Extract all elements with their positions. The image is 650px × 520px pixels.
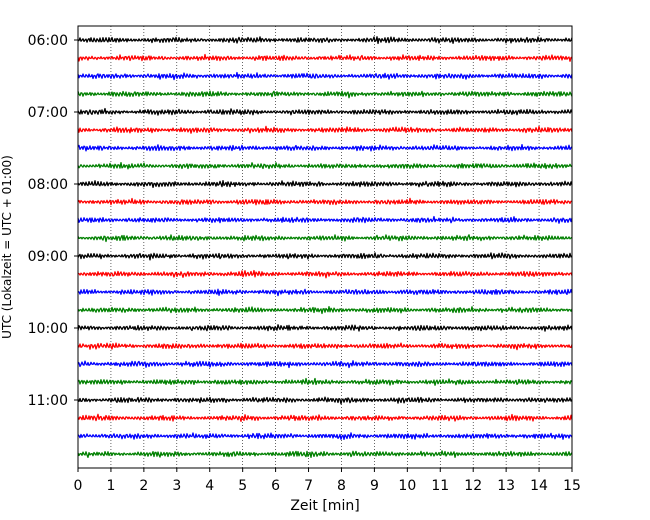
x-tick-label: 9 <box>370 478 379 494</box>
trace-line <box>77 450 573 459</box>
trace-line <box>77 90 573 99</box>
x-tick-label: 2 <box>139 478 148 494</box>
trace-line <box>77 215 573 224</box>
trace-line <box>77 53 573 62</box>
x-tick-label: 6 <box>271 478 280 494</box>
trace-line <box>77 288 573 297</box>
plot-frame <box>77 25 573 469</box>
trace-line <box>77 144 573 152</box>
trace-line <box>77 269 573 279</box>
x-tick-label: 14 <box>530 478 548 494</box>
x-tick-label: 8 <box>337 478 346 494</box>
x-tick-label: 12 <box>464 478 482 494</box>
trace-line <box>77 161 573 170</box>
y-axis-label: UTC (Lokalzeit = UTC + 01:00) <box>0 155 14 339</box>
x-tick-label: 7 <box>304 478 313 494</box>
x-tick-label: 5 <box>238 478 247 494</box>
x-tick-label: 15 <box>563 478 581 494</box>
y-tick-label: 07:00 <box>28 105 68 121</box>
y-axis-ticks: 06:00 07:00 08:00 09:00 10:00 11:00 <box>28 33 78 409</box>
trace-line <box>77 36 573 45</box>
x-axis-label: Zeit [min] <box>290 498 359 514</box>
y-tick-label: 09:00 <box>28 249 68 265</box>
trace-line <box>77 125 573 134</box>
x-tick-label: 13 <box>497 478 515 494</box>
y-tick-label: 10:00 <box>28 321 68 337</box>
trace-line <box>77 252 573 261</box>
trace-line <box>77 71 573 81</box>
trace-line <box>77 396 573 405</box>
trace-line <box>77 234 573 243</box>
y-tick-label: 11:00 <box>28 393 68 409</box>
trace-line <box>77 179 573 189</box>
x-tick-label: 3 <box>172 478 181 494</box>
trace-line <box>77 377 573 386</box>
y-tick-label: 06:00 <box>28 33 68 49</box>
x-tick-label: 0 <box>74 478 83 494</box>
x-tick-label: 10 <box>398 478 416 494</box>
trace-line <box>77 360 573 369</box>
x-axis-ticks: 0 1 2 3 4 5 6 7 8 9 10 11 12 13 14 15 <box>74 468 581 494</box>
x-tick-label: 11 <box>431 478 449 494</box>
trace-line <box>77 306 573 315</box>
x-tick-label: 1 <box>106 478 115 494</box>
x-tick-label: 4 <box>205 478 214 494</box>
trace-line <box>77 413 573 422</box>
trace-line <box>77 324 573 332</box>
y-tick-label: 08:00 <box>28 177 68 193</box>
trace-line <box>77 197 573 206</box>
trace-line <box>77 432 573 441</box>
seismic-traces <box>77 36 573 459</box>
trace-line <box>77 342 573 351</box>
trace-line <box>77 107 573 116</box>
